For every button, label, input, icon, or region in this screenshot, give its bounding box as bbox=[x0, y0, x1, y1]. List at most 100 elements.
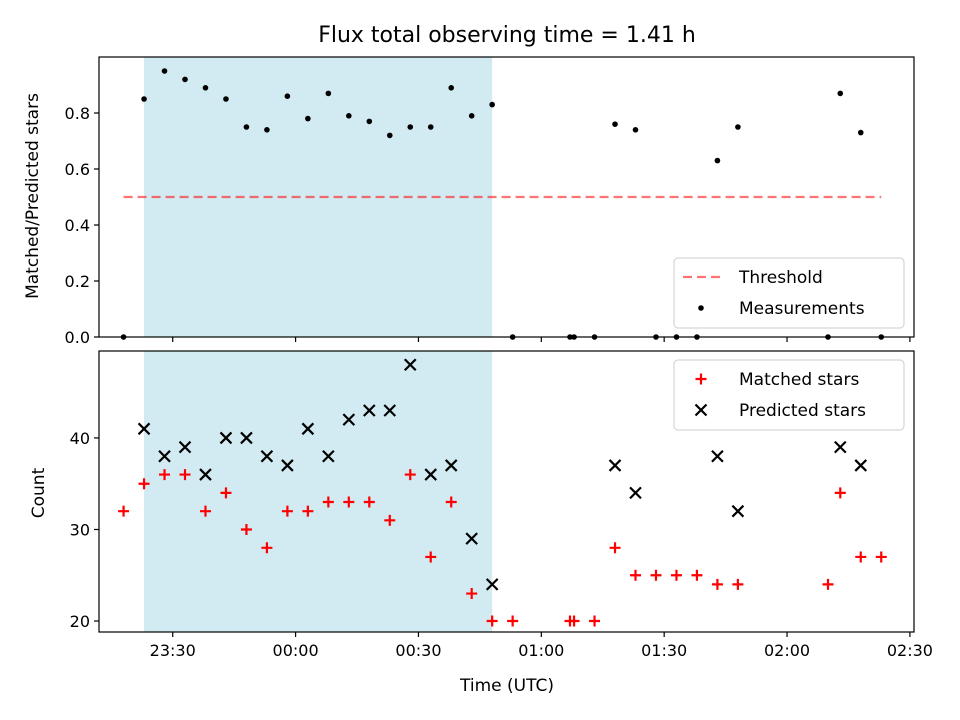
measurement-point bbox=[448, 85, 455, 91]
predicted-point bbox=[731, 504, 745, 518]
y-tick-label: 0.0 bbox=[65, 328, 90, 347]
matched-point bbox=[486, 615, 498, 627]
measurement-point bbox=[407, 124, 414, 130]
measurement-point bbox=[366, 118, 373, 125]
predicted-point bbox=[424, 468, 438, 481]
measurement-point bbox=[284, 93, 291, 99]
matched-point bbox=[179, 469, 191, 481]
predicted-point bbox=[137, 422, 151, 436]
predicted-point bbox=[281, 459, 294, 472]
measurement-point bbox=[141, 96, 147, 102]
matched-point bbox=[834, 487, 846, 499]
matched-point bbox=[711, 578, 723, 590]
predicted-point bbox=[485, 578, 499, 591]
legend: Threshold Measurements bbox=[673, 257, 905, 329]
matched-point bbox=[404, 469, 416, 481]
x-tick-label: 00:30 bbox=[395, 641, 441, 660]
measurement-point bbox=[325, 90, 332, 97]
measurement-point bbox=[489, 101, 495, 108]
count-panel: Count Time (UTC) 23:30 00:00 00:30 01:00 01:… bbox=[29, 350, 933, 696]
measurement-point bbox=[632, 127, 639, 133]
matched-point bbox=[507, 615, 519, 627]
matched-point bbox=[589, 615, 601, 627]
matched-point bbox=[118, 505, 130, 517]
legend-swatch-matched bbox=[695, 373, 707, 385]
matched-point bbox=[691, 569, 703, 581]
measurement-point bbox=[714, 157, 721, 164]
measurement-point bbox=[161, 68, 168, 74]
measurement-point bbox=[468, 113, 475, 119]
x-tick-label: 01:00 bbox=[518, 641, 564, 660]
measurement-point bbox=[857, 129, 864, 136]
predicted-point bbox=[158, 449, 171, 463]
observing-window-band bbox=[144, 351, 493, 632]
predicted-point bbox=[383, 404, 397, 417]
predicted-point bbox=[260, 449, 274, 463]
predicted-point bbox=[711, 449, 724, 463]
matched-point bbox=[670, 569, 682, 581]
matched-point bbox=[630, 569, 642, 581]
ratio-y-axis-label: Matched/Predicted stars bbox=[23, 93, 43, 299]
matched-point bbox=[822, 578, 834, 590]
matched-point bbox=[425, 551, 437, 563]
matched-point bbox=[322, 496, 334, 508]
matched-point bbox=[261, 542, 273, 554]
x-tick-label: 02:30 bbox=[887, 641, 933, 660]
matched-point bbox=[568, 615, 580, 627]
measurement-point bbox=[223, 96, 229, 102]
chart-title: Flux total observing time = 1.41 h bbox=[318, 23, 696, 48]
series-measurements bbox=[120, 68, 885, 340]
legend-swatch-measurements bbox=[698, 305, 704, 311]
count-y-axis-label: Count bbox=[29, 467, 49, 518]
x-axis-label: Time (UTC) bbox=[459, 676, 554, 696]
measurement-point bbox=[837, 90, 844, 97]
matched-point bbox=[466, 588, 478, 600]
matched-point bbox=[384, 514, 396, 526]
x-tick-label: 01:30 bbox=[641, 641, 687, 660]
legend-label: Measurements bbox=[739, 299, 865, 319]
predicted-point bbox=[199, 468, 212, 481]
x-tick-label: 02:00 bbox=[764, 641, 810, 660]
predicted-point bbox=[608, 459, 622, 472]
matched-point bbox=[732, 578, 744, 590]
legend-frame bbox=[673, 359, 905, 431]
matched-point bbox=[281, 505, 293, 517]
predicted-point bbox=[322, 449, 335, 463]
plot-area bbox=[120, 57, 885, 340]
matched-point bbox=[875, 551, 887, 563]
matched-point bbox=[343, 496, 355, 508]
measurement-point bbox=[264, 127, 270, 133]
matched-point bbox=[609, 542, 621, 554]
matched-point bbox=[363, 496, 375, 508]
series-matched-stars bbox=[118, 469, 887, 627]
matched-point bbox=[650, 569, 662, 581]
ratio-panel: Matched/Predicted stars 0.0 0.2 0.4 0.6 0.8 T… bbox=[23, 56, 915, 347]
y-tick-label: 0.6 bbox=[65, 160, 90, 179]
measurement-point bbox=[182, 76, 188, 83]
legend-swatch-predicted bbox=[694, 403, 708, 417]
y-tick-label: 30 bbox=[70, 520, 90, 539]
legend-frame bbox=[673, 257, 905, 329]
matched-point bbox=[220, 487, 232, 499]
plot-frame bbox=[98, 350, 915, 633]
predicted-point bbox=[444, 459, 458, 472]
matched-point bbox=[445, 496, 457, 508]
predicted-point bbox=[342, 413, 356, 426]
x-tick-label: 23:30 bbox=[150, 641, 196, 660]
predicted-point bbox=[465, 532, 478, 545]
predicted-point bbox=[403, 358, 417, 372]
predicted-point bbox=[240, 431, 253, 445]
measurement-point bbox=[735, 124, 741, 130]
plot-area bbox=[118, 351, 887, 632]
x-tick-label: 00:00 bbox=[273, 641, 319, 660]
y-tick-label: 40 bbox=[70, 429, 90, 448]
measurement-point bbox=[202, 85, 209, 91]
measurement-point bbox=[305, 115, 311, 122]
measurement-point bbox=[243, 124, 250, 130]
predicted-point bbox=[834, 440, 847, 454]
series-predicted-stars bbox=[137, 358, 868, 591]
matched-point bbox=[240, 523, 252, 535]
predicted-point bbox=[301, 422, 315, 436]
legend-label: Matched stars bbox=[739, 370, 859, 390]
